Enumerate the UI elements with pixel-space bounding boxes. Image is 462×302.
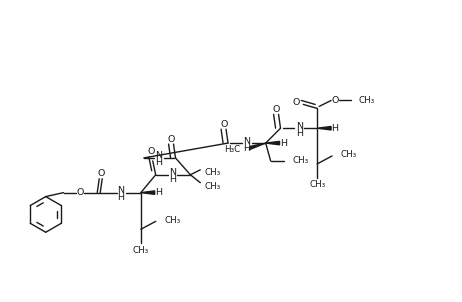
- Text: H: H: [169, 175, 176, 184]
- Text: O: O: [331, 96, 339, 105]
- Text: O: O: [273, 105, 280, 114]
- Polygon shape: [266, 141, 280, 145]
- Text: O: O: [168, 135, 175, 144]
- Text: N: N: [117, 186, 125, 195]
- Text: CH₃: CH₃: [309, 180, 325, 189]
- Text: N: N: [155, 152, 162, 160]
- Text: CH₃: CH₃: [341, 150, 357, 159]
- Text: CH₃: CH₃: [204, 168, 220, 177]
- Text: CH₃: CH₃: [204, 182, 220, 191]
- Text: CH₃: CH₃: [133, 246, 149, 255]
- Text: H: H: [280, 139, 287, 148]
- Text: CH₃: CH₃: [292, 156, 309, 165]
- Polygon shape: [317, 127, 331, 130]
- Text: CH₃: CH₃: [359, 96, 375, 105]
- Text: O: O: [97, 169, 105, 178]
- Text: H: H: [243, 143, 250, 153]
- Text: H: H: [117, 193, 125, 202]
- Polygon shape: [141, 191, 155, 194]
- Text: O: O: [220, 120, 228, 129]
- Text: O: O: [293, 98, 300, 107]
- Text: O: O: [77, 188, 84, 197]
- Text: O: O: [147, 147, 154, 156]
- Text: N: N: [169, 168, 176, 177]
- Text: H₃C: H₃C: [224, 145, 240, 153]
- Polygon shape: [249, 143, 266, 150]
- Text: N: N: [296, 122, 303, 131]
- Text: N: N: [243, 137, 250, 146]
- Text: H: H: [332, 124, 339, 133]
- Text: H: H: [155, 158, 162, 167]
- Text: H: H: [296, 129, 303, 138]
- Text: H: H: [155, 188, 162, 197]
- Text: CH₃: CH₃: [164, 216, 181, 225]
